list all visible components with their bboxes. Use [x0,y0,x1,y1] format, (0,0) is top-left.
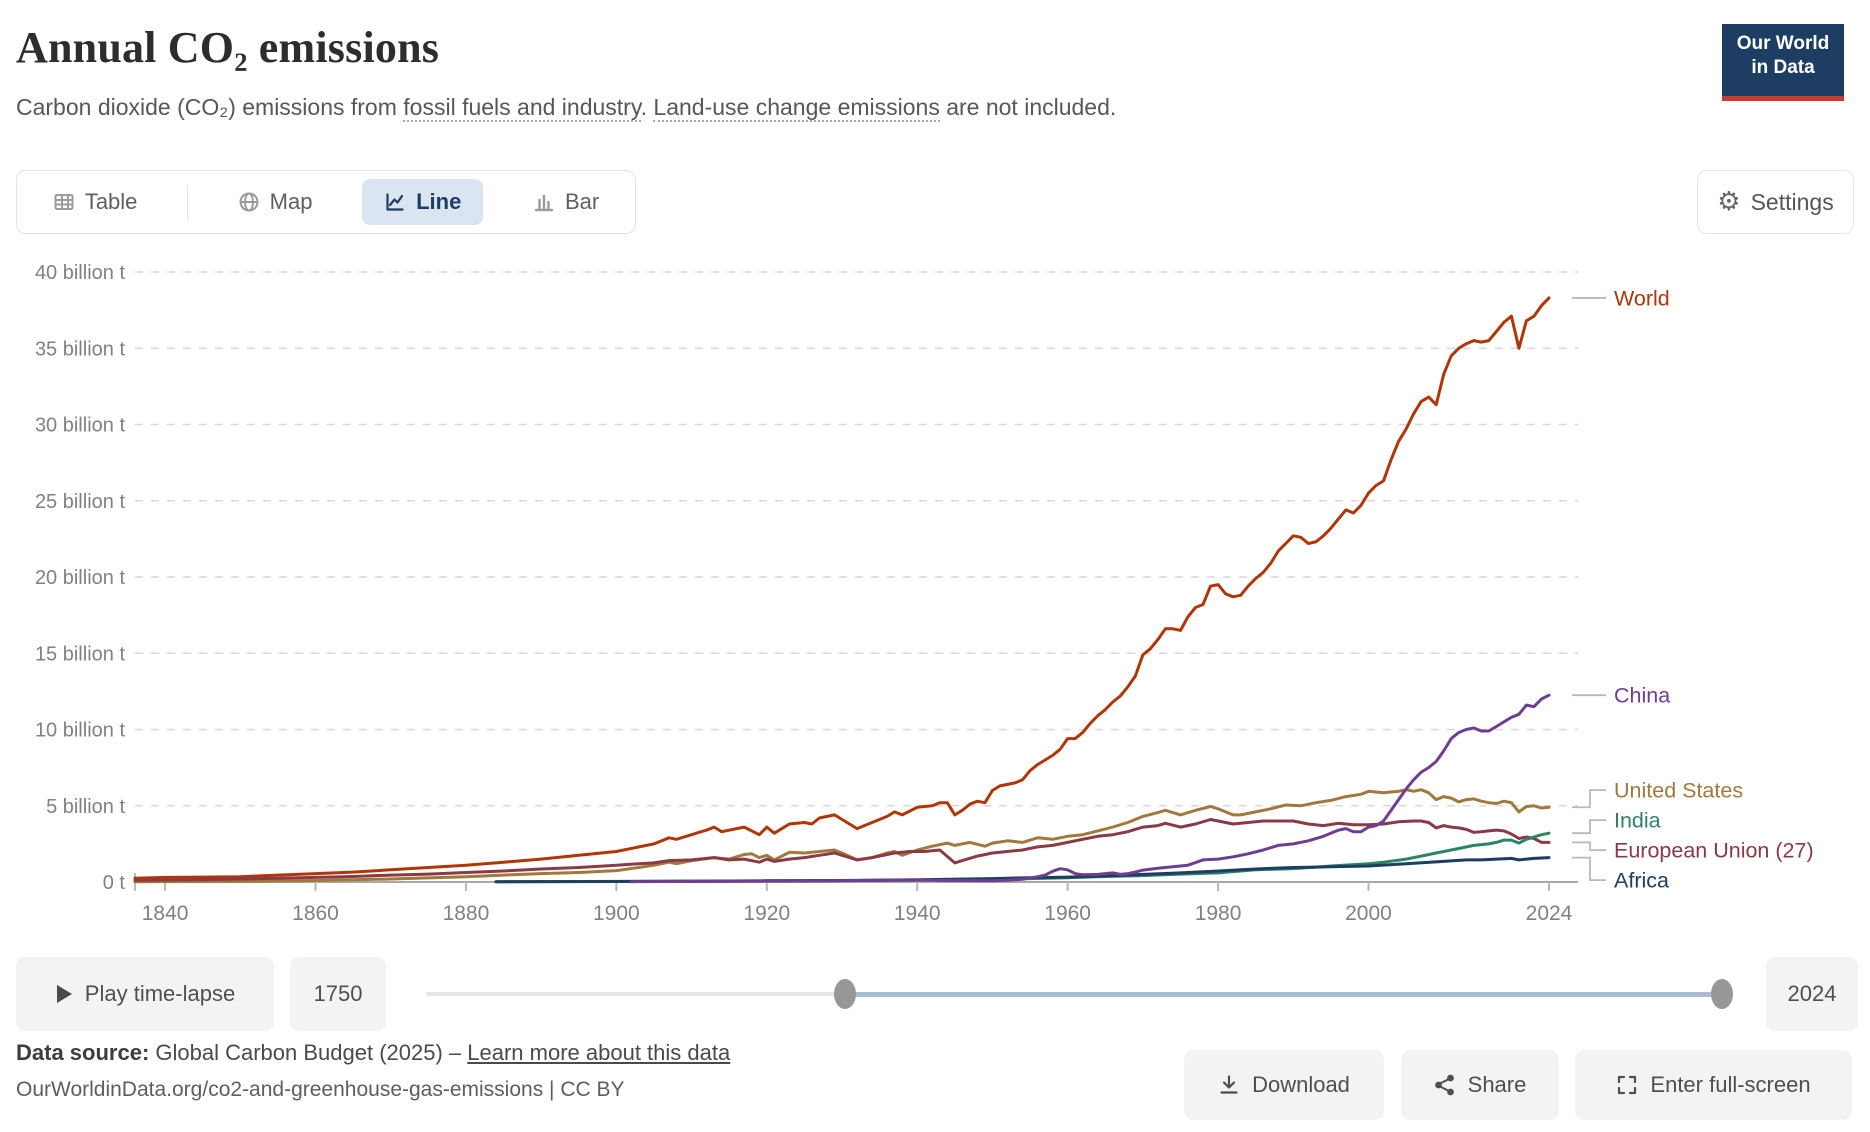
line-chart-svg[interactable]: 0 t 5 billion t 10 billion t 15 billion t 20… [0,0,1870,945]
x-axis-tick-label: 1860 [292,902,339,925]
land-use-change-link[interactable]: Land-use change emissions [653,94,940,122]
owid-logo[interactable]: Our World in Data [1722,24,1844,101]
subtitle-text: Carbon dioxide (CO₂) emissions from [16,94,404,120]
x-axis-tick-label: 1840 [142,902,189,925]
slider-handle-start[interactable] [834,979,856,1009]
globe-icon [238,191,260,213]
y-axis-tick-label: 35 billion t [35,338,126,360]
fullscreen-button[interactable]: Enter full-screen [1575,1050,1852,1120]
x-axis-tick-label: 2024 [1526,902,1573,925]
series-line-world[interactable] [133,296,1551,880]
x-axis-tick-label: 1920 [743,902,790,925]
series-label-european-union-27-[interactable]: European Union (27) [1614,839,1814,863]
y-axis-tick-label: 20 billion t [35,567,126,589]
fullscreen-icon [1618,1075,1637,1095]
label-connector [1572,819,1606,835]
label-connector [1572,856,1606,882]
chart-subtitle: Carbon dioxide (CO₂) emissions from foss… [16,94,1117,122]
series-label-united-states[interactable]: United States [1614,779,1743,803]
table-icon [53,191,75,213]
line-chart-icon [384,191,406,213]
tab-map[interactable]: Map [216,179,335,225]
slider-track-active[interactable] [845,991,1722,997]
series-line-european-union-27-[interactable] [133,818,1551,882]
y-axis-tick-label: 25 billion t [35,491,126,513]
share-icon [1434,1074,1454,1096]
series-line-india[interactable] [494,831,1551,884]
series-label-world[interactable]: World [1614,286,1670,310]
download-button[interactable]: Download [1184,1050,1384,1120]
y-axis-tick-label: 5 billion t [46,796,125,818]
line-chart[interactable]: 0 t 5 billion t 10 billion t 15 billion t 20… [0,0,1870,945]
y-axis-tick-label: 10 billion t [35,720,126,742]
tab-bar[interactable]: Bar [511,179,621,225]
gear-icon: ⚙ [1717,187,1741,217]
citation-line: OurWorldinData.org/co2-and-greenhouse-ga… [16,1078,625,1101]
tab-table[interactable]: Table [31,179,160,225]
x-axis-tick-label: 1940 [894,902,941,925]
learn-more-link[interactable]: Learn more about this data [467,1040,731,1065]
play-icon [56,985,72,1003]
view-tabs: Table Map Line Bar [16,170,636,234]
timeline-slider[interactable] [426,957,1733,1031]
end-year-button[interactable]: 2024 [1766,957,1858,1031]
download-icon [1220,1075,1238,1094]
series-label-china[interactable]: China [1614,684,1670,708]
series-label-africa[interactable]: Africa [1614,869,1669,893]
slider-handle-end[interactable] [1711,979,1733,1009]
start-year-button[interactable]: 1750 [290,957,386,1031]
tab-divider [187,185,189,219]
play-timelapse-button[interactable]: Play time-lapse [16,957,274,1031]
label-connector [1572,789,1606,809]
data-source-line: Data source: Global Carbon Budget (2025)… [16,1040,731,1065]
page-title: Annual CO₂ emissions [16,23,440,72]
label-connector [1572,841,1606,852]
y-axis-tick-label: 15 billion t [35,643,126,665]
x-axis-tick-label: 1960 [1044,902,1091,925]
x-axis-tick-label: 1880 [443,902,490,925]
share-button[interactable]: Share [1401,1050,1559,1120]
settings-button[interactable]: ⚙ Settings [1697,170,1854,234]
y-axis-tick-label: 30 billion t [35,415,126,437]
x-axis-tick-label: 1980 [1195,902,1242,925]
x-axis-tick-label: 1900 [593,902,640,925]
bar-chart-icon [533,191,555,213]
tab-line[interactable]: Line [362,179,484,225]
y-axis-tick-label: 0 t [103,872,126,894]
series-line-china[interactable] [629,693,1551,884]
y-axis-tick-label: 40 billion t [35,262,126,284]
fossil-fuels-link[interactable]: fossil fuels and industry [403,94,641,122]
x-axis-tick-label: 2000 [1345,902,1392,925]
series-label-india[interactable]: India [1614,809,1661,833]
